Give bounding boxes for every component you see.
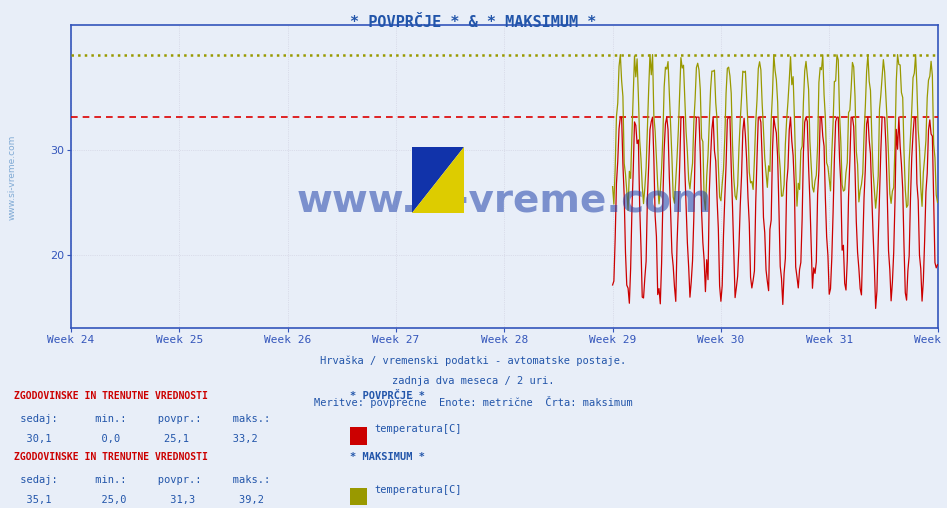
- Text: 35,1        25,0       31,3       39,2: 35,1 25,0 31,3 39,2: [14, 495, 264, 505]
- Text: ZGODOVINSKE IN TRENUTNE VREDNOSTI: ZGODOVINSKE IN TRENUTNE VREDNOSTI: [14, 391, 208, 401]
- Text: zadnja dva meseca / 2 uri.: zadnja dva meseca / 2 uri.: [392, 376, 555, 386]
- Text: temperatura[C]: temperatura[C]: [374, 424, 461, 434]
- Text: Meritve: povprečne  Enote: metrične  Črta: maksimum: Meritve: povprečne Enote: metrične Črta:…: [314, 396, 633, 408]
- Text: temperatura[C]: temperatura[C]: [374, 485, 461, 495]
- Text: www.si-vreme.com: www.si-vreme.com: [296, 182, 712, 220]
- Text: sedaj:      min.:     povpr.:     maks.:: sedaj: min.: povpr.: maks.:: [14, 414, 271, 424]
- Text: ZGODOVINSKE IN TRENUTNE VREDNOSTI: ZGODOVINSKE IN TRENUTNE VREDNOSTI: [14, 452, 208, 462]
- Text: Hrvaška / vremenski podatki - avtomatske postaje.: Hrvaška / vremenski podatki - avtomatske…: [320, 356, 627, 366]
- Text: * POVPRČJE *: * POVPRČJE *: [350, 391, 425, 401]
- Text: sedaj:      min.:     povpr.:     maks.:: sedaj: min.: povpr.: maks.:: [14, 474, 271, 485]
- Text: * POVPRČJE * & * MAKSIMUM *: * POVPRČJE * & * MAKSIMUM *: [350, 15, 597, 30]
- Text: * MAKSIMUM *: * MAKSIMUM *: [350, 452, 425, 462]
- Text: www.si-vreme.com: www.si-vreme.com: [8, 135, 17, 220]
- Polygon shape: [412, 147, 464, 213]
- Text: 30,1        0,0       25,1       33,2: 30,1 0,0 25,1 33,2: [14, 434, 258, 444]
- Polygon shape: [412, 147, 464, 213]
